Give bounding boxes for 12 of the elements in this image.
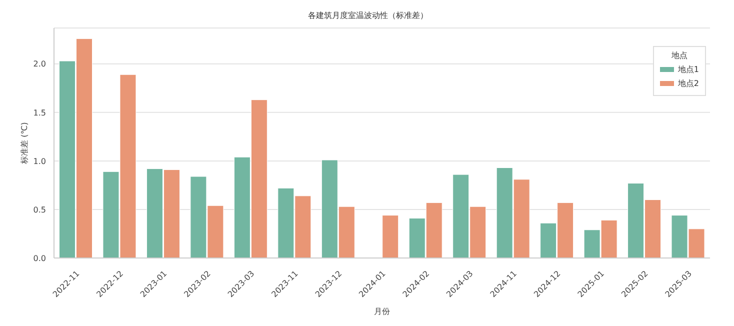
y-tick-label: 2.0 (33, 60, 46, 69)
x-axis-title: 月份 (374, 307, 390, 316)
y-tick-label: 0.0 (33, 254, 46, 263)
y-tick-label: 1.5 (33, 108, 46, 118)
legend-title: 地点 (670, 50, 688, 61)
y-axis-title: 标准差 (℃) (20, 122, 29, 165)
legend-label: 地点1 (678, 64, 699, 75)
y-tick-label: 0.5 (33, 205, 46, 214)
y-tick-label: 1.0 (33, 156, 46, 166)
legend-label: 地点2 (678, 78, 699, 89)
chart-title: 各建筑月度室温波动性（标准差） (307, 10, 429, 22)
bar (382, 215, 399, 258)
